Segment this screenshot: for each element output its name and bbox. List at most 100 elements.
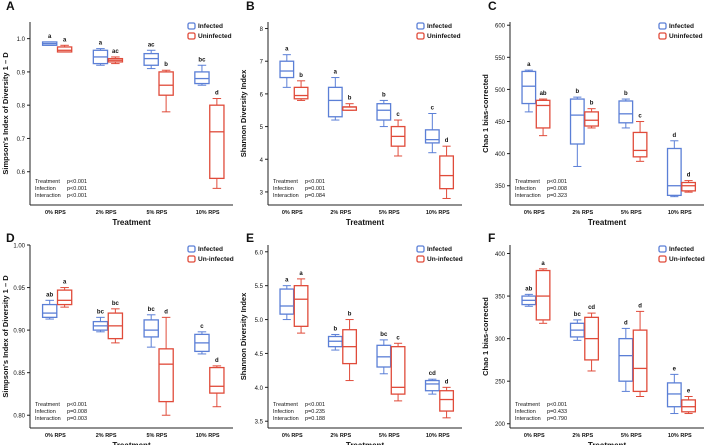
significance-letter: a: [48, 34, 52, 40]
box-uninfected: d: [439, 138, 455, 199]
significance-letter: bc: [380, 332, 388, 338]
significance-letter: b: [348, 96, 352, 102]
box-iqr: [376, 344, 392, 368]
significance-letter: c: [200, 324, 204, 330]
box-iqr: [376, 103, 392, 121]
box-iqr: [535, 99, 551, 129]
legend-swatch: [416, 32, 425, 40]
box-infected: ac: [143, 42, 159, 70]
y-tick-label: 0.9: [17, 70, 26, 76]
box-iqr: [293, 285, 309, 327]
box-iqr: [618, 337, 634, 382]
significance-letter: d: [215, 91, 219, 97]
stats-label: Interaction: [515, 416, 541, 422]
box-uninfected: d: [681, 173, 697, 193]
stats-label: Infection: [515, 409, 536, 415]
significance-letter: a: [99, 41, 103, 47]
x-tick-label: 5% RPS: [621, 210, 642, 216]
y-tick-label: 350: [495, 184, 506, 190]
box-uninfected: a: [56, 37, 73, 53]
panel-b: B 3 4 5 6 7 8 Shannon Diversity Index Treatment 0…: [239, 0, 462, 227]
box-infected: c: [194, 324, 210, 355]
legend-label: Infected: [669, 246, 694, 253]
box-iqr: [569, 98, 585, 145]
box-uninfected: b: [158, 62, 174, 113]
y-tick-label: 1.00: [13, 244, 25, 250]
box-uninfected: c: [390, 335, 406, 402]
significance-letter: e: [673, 366, 677, 372]
stats-label: Treatment: [35, 179, 60, 185]
x-tick-label: 2% RPS: [572, 433, 593, 439]
x-tick-label: 10% RPS: [196, 210, 220, 216]
box-uninfected: c: [390, 112, 406, 157]
y-axis-label: Shannon Diversity Index: [239, 69, 248, 157]
box-infected: a: [92, 41, 109, 66]
box-infected: a: [279, 278, 295, 321]
panel-c: C 350 400 450 500 550 600 Chao 1 bias-corrected…: [481, 0, 704, 227]
panel-letter: A: [6, 0, 15, 13]
box-iqr: [390, 346, 406, 395]
box-iqr: [618, 100, 634, 124]
y-tick-label: 3: [260, 190, 264, 196]
x-tick-label: 10% RPS: [668, 210, 692, 216]
significance-letter: ab: [525, 286, 532, 292]
stats-value: p<0.001: [547, 402, 567, 408]
significance-letter: ac: [112, 49, 119, 55]
x-axis-label: Treatment: [346, 218, 385, 227]
box-uninfected: b: [342, 312, 358, 382]
y-axis-label: Simpson's Index of Diversity 1 – D: [1, 275, 10, 398]
significance-letter: c: [638, 114, 642, 120]
significance-letter: e: [687, 389, 691, 395]
box-iqr: [681, 399, 697, 413]
y-tick-label: 6.0: [255, 250, 264, 256]
stats-label: Interaction: [273, 193, 299, 199]
stats-value: p=0.235: [305, 409, 325, 415]
panel-letter: B: [246, 0, 255, 13]
significance-letter: bc: [112, 301, 120, 307]
y-tick-label: 550: [495, 56, 506, 62]
y-tick-label: 0.95: [13, 286, 25, 292]
significance-letter: c: [431, 106, 435, 112]
y-tick-label: 6: [260, 92, 264, 98]
significance-letter: c: [396, 112, 400, 118]
box-iqr: [327, 86, 343, 118]
x-axis-label: Treatment: [588, 218, 627, 227]
box-infected: e: [666, 366, 682, 415]
box-iqr: [535, 269, 551, 321]
stats-value: p<0.001: [67, 186, 87, 192]
x-axis-label: Treatment: [112, 218, 151, 227]
significance-letter: bc: [97, 309, 105, 315]
legend-label: Un-infected: [198, 256, 234, 263]
significance-letter: b: [624, 91, 628, 97]
box-iqr: [279, 60, 295, 79]
box-infected: a: [521, 62, 537, 113]
legend-label: Infected: [427, 246, 452, 253]
box-infected: bc: [569, 312, 585, 341]
box-iqr: [681, 181, 697, 192]
y-tick-label: 8: [260, 27, 264, 33]
box-infected: ab: [41, 292, 58, 320]
y-tick-label: 0.90: [13, 329, 25, 335]
significance-letter: a: [63, 280, 67, 286]
significance-letter: d: [445, 138, 449, 144]
x-tick-label: 5% RPS: [621, 433, 642, 439]
box-iqr: [158, 71, 174, 96]
y-tick-label: 250: [495, 380, 506, 386]
x-tick-label: 2% RPS: [96, 433, 117, 439]
significance-letter: d: [672, 133, 676, 139]
box-iqr: [209, 104, 225, 180]
significance-letter: cd: [588, 305, 595, 311]
significance-letter: a: [299, 271, 303, 277]
x-tick-label: 0% RPS: [282, 210, 303, 216]
box-uninfected: ab: [535, 91, 551, 137]
x-axis-label: Treatment: [346, 441, 385, 445]
x-tick-label: 2% RPS: [96, 210, 117, 216]
y-tick-label: 350: [495, 295, 506, 301]
panel-letter: D: [6, 231, 15, 245]
y-tick-label: 5.5: [255, 284, 264, 290]
box-infected: d: [618, 320, 634, 392]
significance-letter: c: [396, 335, 400, 341]
y-tick-label: 450: [495, 120, 506, 126]
significance-letter: a: [285, 47, 289, 53]
